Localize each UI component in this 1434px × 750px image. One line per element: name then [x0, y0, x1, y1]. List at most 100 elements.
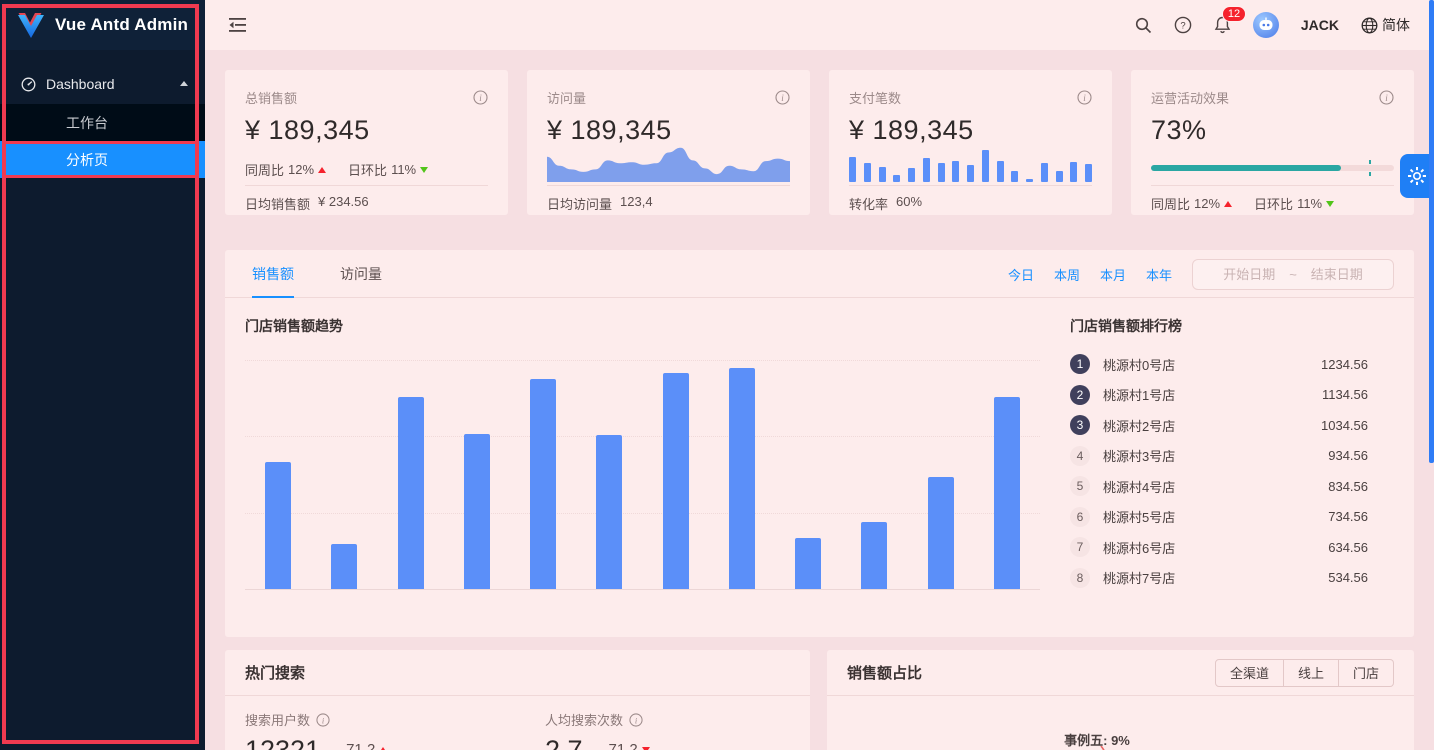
end-date-input[interactable]: [1300, 266, 1373, 282]
metric-label: 人均搜索次数: [545, 713, 624, 728]
ranking-row: 6 桃源村5号店 734.56: [1070, 503, 1394, 531]
svg-text:?: ?: [1180, 21, 1185, 32]
caret-up-icon: [1224, 200, 1233, 207]
trend-row: 同周比 12% 日环比 11%: [245, 160, 429, 179]
range-link-today[interactable]: 今日: [1007, 267, 1034, 283]
caret-down-icon: [1326, 200, 1335, 207]
help-icon[interactable]: ?: [1174, 16, 1192, 34]
channel-online-button[interactable]: 线上: [1283, 658, 1339, 687]
info-icon[interactable]: i: [1379, 90, 1394, 105]
settings-gear-button[interactable]: [1400, 154, 1434, 198]
chevron-up-icon: [180, 81, 188, 86]
sidebar: Vue Antd Admin Dashboard 工作台 分析页: [0, 0, 205, 750]
range-link-week[interactable]: 本周: [1053, 267, 1080, 283]
store-sales-value: 1034.56: [1321, 417, 1368, 433]
sales-ratio-panel: 销售额占比 全渠道 线上 门店 事例五: 9%: [827, 650, 1414, 750]
store-sales-value: 734.56: [1328, 509, 1368, 524]
globe-icon: [1361, 17, 1378, 33]
mini-bar: [922, 157, 930, 182]
store-name: 桃源村5号店: [1103, 510, 1176, 525]
card-value: ¥ 189,345: [849, 115, 974, 145]
trend-value: 71.2: [346, 741, 376, 750]
mini-bar: [952, 161, 960, 182]
rank-badge: 4: [1070, 445, 1090, 466]
bar: [463, 433, 490, 589]
ranking-row: 2 桃源村1号店 1134.56: [1070, 381, 1394, 409]
info-icon[interactable]: i: [473, 90, 488, 105]
channel-all-button[interactable]: 全渠道: [1214, 658, 1284, 687]
store-sales-value: 534.56: [1328, 570, 1368, 585]
info-icon[interactable]: i: [629, 712, 643, 727]
channel-store-button[interactable]: 门店: [1338, 658, 1394, 687]
metric-search-users: 搜索用户数 i 12321 71.2: [245, 710, 388, 750]
mini-bar: [937, 162, 945, 182]
pie-label-callout-line: [1100, 746, 1105, 750]
date-range-picker[interactable]: ~: [1192, 258, 1394, 290]
avatar[interactable]: [1252, 12, 1279, 38]
dashboard-icon: [21, 77, 36, 91]
range-link-month[interactable]: 本月: [1099, 267, 1126, 283]
search-icon[interactable]: [1135, 17, 1152, 34]
start-date-input[interactable]: [1213, 266, 1286, 282]
panel-title: 热门搜索: [245, 665, 306, 682]
mini-bar: [967, 165, 974, 182]
progress-target-tick: [1368, 160, 1371, 164]
sidebar-item-analysis[interactable]: 分析页: [0, 141, 205, 178]
language-switcher[interactable]: 简体: [1361, 15, 1410, 35]
info-icon[interactable]: i: [1077, 90, 1092, 105]
caret-up-icon: [379, 746, 388, 750]
sidebar-item-workbench[interactable]: 工作台: [0, 104, 205, 141]
tab-visits[interactable]: 访问量: [340, 266, 382, 282]
trend-value: 12%: [288, 162, 315, 177]
trend-value: 71.2: [608, 741, 638, 750]
svg-text:i: i: [1385, 93, 1388, 103]
mini-bar: [908, 167, 915, 182]
metric-value: 12321: [245, 735, 321, 750]
mini-bar: [981, 149, 989, 182]
rank-badge: 5: [1070, 476, 1090, 496]
card-footer: 转化率 60%: [849, 194, 922, 213]
sidebar-item-dashboard[interactable]: Dashboard: [0, 64, 205, 104]
mini-bar: [1070, 161, 1078, 182]
info-icon[interactable]: i: [775, 90, 790, 105]
menu-fold-icon[interactable]: [229, 17, 247, 33]
mini-bar: [863, 162, 871, 182]
panel-header: 销售额占比 全渠道 线上 门店: [827, 650, 1414, 696]
store-name: 桃源村3号店: [1103, 449, 1176, 464]
notification-badge: 12: [1221, 6, 1247, 22]
bar: [861, 521, 888, 589]
bar: [728, 367, 755, 589]
bar: [530, 379, 557, 589]
gear-icon: [1408, 167, 1426, 185]
svg-text:i: i: [479, 93, 482, 103]
app-title: Vue Antd Admin: [55, 15, 189, 34]
username-label[interactable]: JACK: [1300, 17, 1339, 33]
range-link-year[interactable]: 本年: [1145, 267, 1172, 283]
bar: [795, 538, 822, 589]
divider: [547, 185, 790, 186]
trend-label: 日环比: [1254, 197, 1294, 212]
store-name: 桃源村0号店: [1103, 357, 1176, 373]
footer-label: 日均销售额: [245, 197, 311, 212]
store-sales-value: 834.56: [1328, 478, 1368, 494]
card-title: 运营活动效果: [1151, 91, 1230, 106]
gridline: [245, 436, 1040, 438]
stat-card-visits: 访问量 i ¥ 189,345 日均访问量 123,4: [527, 70, 810, 215]
gridline: [245, 360, 1040, 361]
rank-badge: 2: [1070, 384, 1090, 405]
notification-bell-icon[interactable]: 12: [1214, 6, 1247, 34]
vue-logo-icon: [18, 12, 44, 38]
trend-label: 同周比: [1151, 197, 1191, 212]
store-sales-value: 934.56: [1328, 448, 1368, 463]
bar: [397, 396, 424, 589]
trend-value: 11%: [391, 162, 417, 177]
scrollbar-thumb[interactable]: [1429, 0, 1434, 463]
store-sales-value: 1134.56: [1321, 387, 1368, 402]
caret-down-icon: [641, 746, 650, 750]
tab-sales[interactable]: 销售额: [252, 250, 294, 298]
header-actions: ? 12 JACK 简体: [1135, 0, 1410, 50]
store-name: 桃源村1号店: [1103, 388, 1176, 403]
trend-label: 日环比: [348, 163, 388, 178]
app-logo-row[interactable]: Vue Antd Admin: [0, 0, 205, 50]
info-icon[interactable]: i: [316, 712, 330, 727]
